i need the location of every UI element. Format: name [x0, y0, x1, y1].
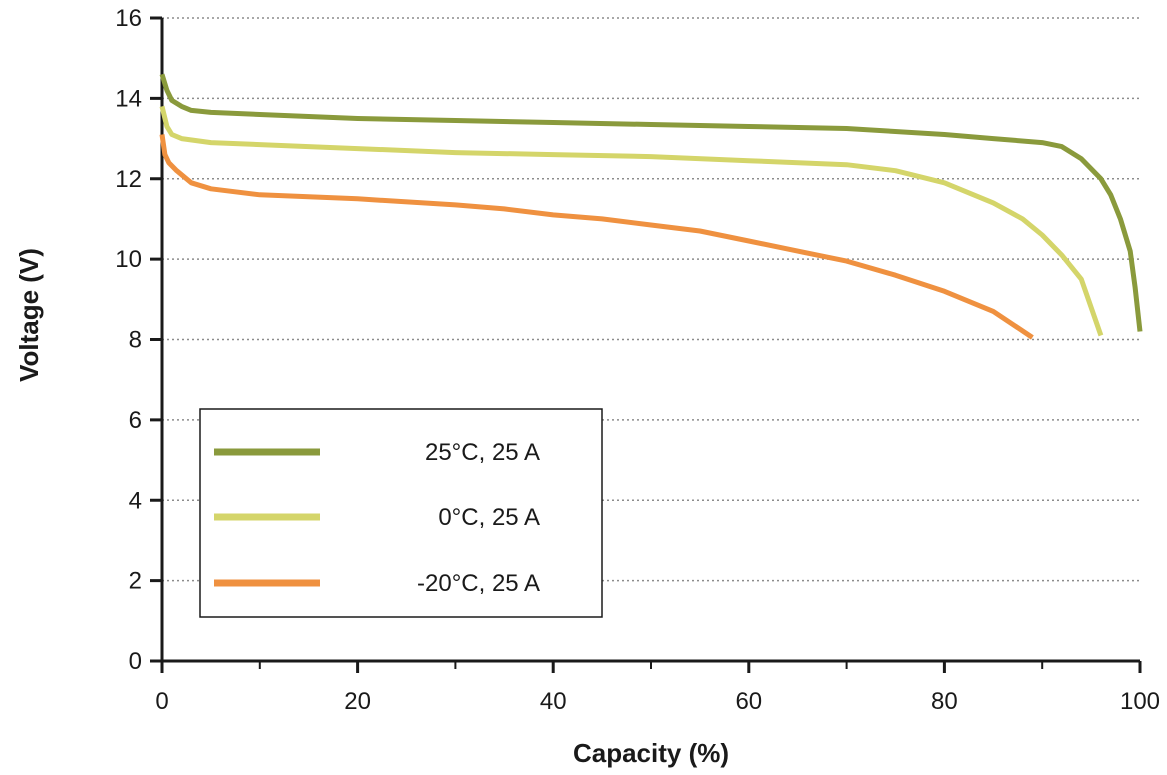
ticks: 0 2 4 6 8 10 12 14 16 0 20 40 60 80 100 [115, 5, 1160, 715]
y-tick-label: 12 [115, 166, 142, 193]
y-tick-label: 8 [129, 327, 142, 354]
x-tick-label: 60 [735, 688, 762, 715]
legend: 25°C, 25 A 0°C, 25 A -20°C, 25 A [199, 408, 603, 618]
series-line-1 [159, 105, 1104, 337]
y-tick-label: 10 [115, 246, 142, 273]
series-line-2 [159, 134, 1034, 340]
legend-label-1: 0°C, 25 A [438, 504, 540, 531]
y-axis-title: Voltage (V) [14, 248, 44, 382]
y-tick-label: 0 [129, 648, 142, 675]
x-tick-label: 80 [931, 688, 958, 715]
x-axis-title: Capacity (%) [573, 738, 729, 768]
x-tick-label: 40 [540, 688, 567, 715]
series-line-0 [159, 73, 1143, 332]
x-tick-label: 20 [344, 688, 371, 715]
x-tick-label: 100 [1120, 688, 1160, 715]
y-tick-label: 4 [129, 487, 142, 514]
y-tick-label: 6 [129, 407, 142, 434]
y-tick-label: 16 [115, 5, 142, 32]
legend-label-0: 25°C, 25 A [425, 439, 540, 466]
gridlines [162, 17, 1140, 582]
y-tick-label: 2 [129, 568, 142, 595]
y-tick-label: 14 [115, 85, 142, 112]
series-lines [159, 73, 1143, 340]
x-tick-label: 0 [155, 688, 168, 715]
legend-label-2: -20°C, 25 A [417, 570, 540, 597]
